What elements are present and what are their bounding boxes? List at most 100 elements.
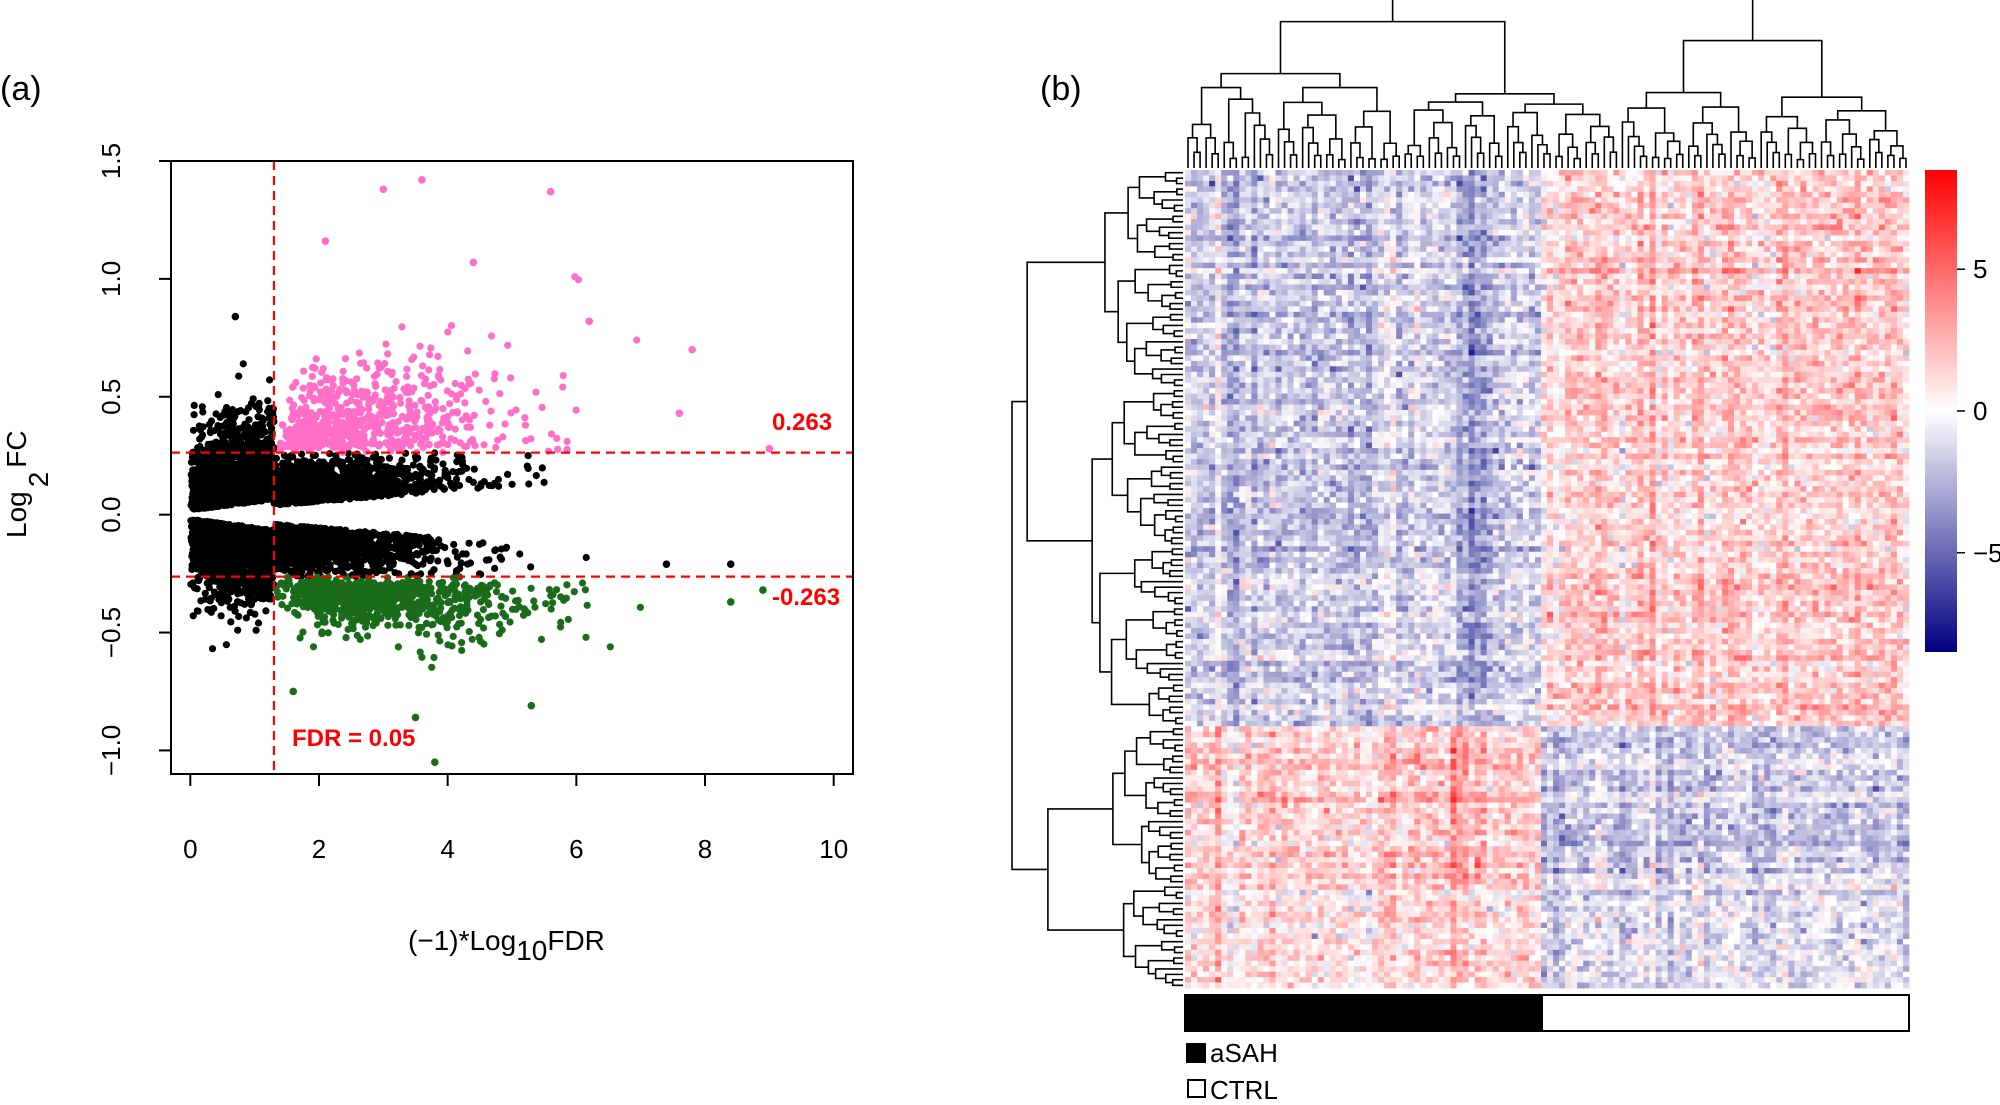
scatter-point [188, 552, 196, 560]
scatter-point [201, 589, 209, 597]
scatter-point [369, 531, 377, 539]
scatter-point [355, 569, 363, 577]
scatter-point [319, 471, 328, 479]
scatter-point [452, 475, 461, 483]
scatter-point [198, 544, 206, 552]
scatter-point [463, 560, 472, 568]
scatter-point [409, 461, 417, 469]
scatter-point [386, 561, 394, 569]
scatter-point [427, 461, 435, 469]
scatter-point [357, 530, 365, 538]
scatter-point [465, 539, 473, 547]
scatter-point [450, 484, 458, 492]
scatter-point [252, 626, 260, 634]
scatter-point [419, 465, 427, 473]
scatter-point [306, 550, 314, 558]
scatter-point [199, 408, 207, 416]
scatter-point [238, 483, 246, 491]
scatter-point [411, 560, 419, 568]
scatter-point [250, 494, 259, 502]
scatter-point [427, 471, 435, 479]
scatter-point [391, 543, 399, 551]
scatter-point [227, 618, 235, 626]
scatter-point [347, 481, 355, 489]
scatter-point [524, 452, 532, 460]
scatter-point [413, 550, 421, 558]
scatter-point [377, 455, 385, 463]
scatter-point [296, 562, 305, 570]
volcano-panel: (a) 0 2 4 6 8 10 −1.0−0.50.00.51.01.5 0.263 -… [0, 70, 854, 966]
scatter-point [189, 612, 197, 620]
scatter-point [205, 420, 213, 429]
scatter-point [397, 490, 405, 499]
scatter-point [374, 542, 382, 550]
scatter-point [427, 554, 435, 562]
scatter-point [303, 544, 311, 552]
scatter-point [314, 492, 323, 500]
scatter-point [485, 481, 493, 490]
scatter-point [346, 553, 355, 562]
scatter-point [497, 545, 505, 553]
scatter-point [411, 537, 419, 545]
scatter-point [538, 464, 546, 472]
scatter-point [242, 614, 250, 622]
scatter-point [450, 540, 458, 549]
scatter-point [453, 468, 461, 477]
scatter-point [400, 473, 409, 481]
scatter-point [475, 540, 484, 548]
scatter-point [196, 552, 204, 560]
scatter-point [322, 543, 330, 552]
scatter-point [486, 421, 494, 429]
scatter-point [331, 567, 339, 576]
scatter-point [196, 574, 204, 582]
scatter-point [379, 473, 387, 481]
scatter-point [497, 555, 506, 563]
scatter-point [303, 563, 311, 571]
scatter-point [255, 526, 263, 534]
scatter-point [287, 527, 295, 535]
scatter-point [244, 488, 252, 497]
scatter-point [206, 482, 214, 490]
scatter-point [439, 484, 447, 492]
scatter-point [427, 482, 435, 490]
scatter-point [339, 563, 348, 571]
scatter-point [187, 580, 195, 588]
scatter-point [380, 463, 388, 471]
scatter-point [310, 461, 318, 469]
scatter-point [301, 457, 310, 465]
scatter-point [281, 546, 290, 554]
scatter-point [380, 530, 388, 539]
scatter-point [419, 560, 427, 568]
scatter-point [197, 597, 205, 605]
scatter-point [563, 437, 571, 446]
scatter-point [385, 454, 393, 462]
scatter-point [217, 612, 225, 620]
scatter-point [420, 483, 429, 491]
scatter-point [196, 435, 204, 443]
scatter-point [204, 606, 212, 614]
scatter-point [491, 547, 499, 555]
scatter-point [386, 474, 395, 483]
scatter-point [492, 443, 500, 451]
scatter-point [364, 477, 372, 485]
scatter-point [582, 553, 590, 562]
scatter-point [357, 488, 365, 496]
scatter-point [423, 543, 431, 551]
scatter-point [525, 480, 533, 488]
scatter-point [207, 594, 215, 602]
scatter-point [195, 422, 203, 430]
scatter-point [410, 486, 418, 494]
panel-a-label: (a) [0, 70, 42, 108]
scatter-point [458, 457, 466, 465]
scatter-point [214, 391, 222, 399]
scatter-point [444, 474, 452, 482]
scatter-point [376, 558, 384, 566]
scatter-point [372, 568, 380, 577]
scatter-point [214, 422, 222, 430]
scatter-point [206, 429, 215, 437]
scatter-point [480, 441, 488, 449]
scatter-point [270, 484, 278, 492]
scatter-point [262, 471, 270, 480]
scatter-point [187, 471, 195, 479]
